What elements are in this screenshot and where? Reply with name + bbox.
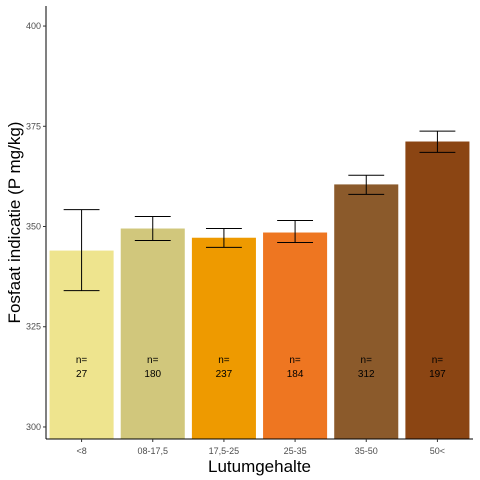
bar (405, 141, 470, 439)
y-tick-label: 300 (26, 422, 41, 432)
y-ticks-layer: 300 325 350 375 400 (26, 21, 46, 432)
bars-layer (49, 141, 470, 439)
sample-size-value: 312 (358, 369, 375, 380)
x-tick-label: 08-17,5 (137, 446, 168, 456)
bar (191, 237, 256, 439)
x-tick-label: 50< (430, 446, 445, 456)
sample-size-prefix: n= (289, 355, 301, 366)
sample-size-value: 180 (144, 369, 161, 380)
sample-size-prefix: n= (76, 355, 88, 366)
sample-size-prefix: n= (218, 355, 230, 366)
x-tick-label: 35-50 (355, 446, 378, 456)
sample-size-prefix: n= (147, 355, 159, 366)
x-tick-label: 17,5-25 (209, 446, 240, 456)
x-ticks-layer: <8 08-17,5 17,5-25 25-35 35-50 50< (76, 439, 445, 456)
sample-size-prefix: n= (432, 355, 444, 366)
x-tick-label: <8 (76, 446, 86, 456)
y-tick-label: 400 (26, 21, 41, 31)
y-tick-label: 325 (26, 322, 41, 332)
bar (120, 228, 185, 439)
error-bars-layer (63, 130, 456, 292)
sample-size-labels-layer: n= 27 n= 180 n= 237 n= 184 n= 312 n= 197 (76, 355, 446, 380)
axes-layer (45, 6, 473, 440)
y-tick-label: 375 (26, 121, 41, 131)
bar (263, 232, 328, 439)
sample-size-value: 237 (216, 369, 233, 380)
sample-size-prefix: n= (361, 355, 373, 366)
sample-size-value: 184 (287, 369, 304, 380)
sample-size-value: 197 (429, 369, 446, 380)
x-axis-title: Lutumgehalte (208, 457, 311, 476)
sample-size-value: 27 (76, 369, 88, 380)
bar (334, 184, 399, 439)
x-tick-label: 25-35 (284, 446, 307, 456)
y-axis-title: Fosfaat indicatie (P mg/kg) (5, 122, 24, 324)
y-tick-label: 350 (26, 222, 41, 232)
